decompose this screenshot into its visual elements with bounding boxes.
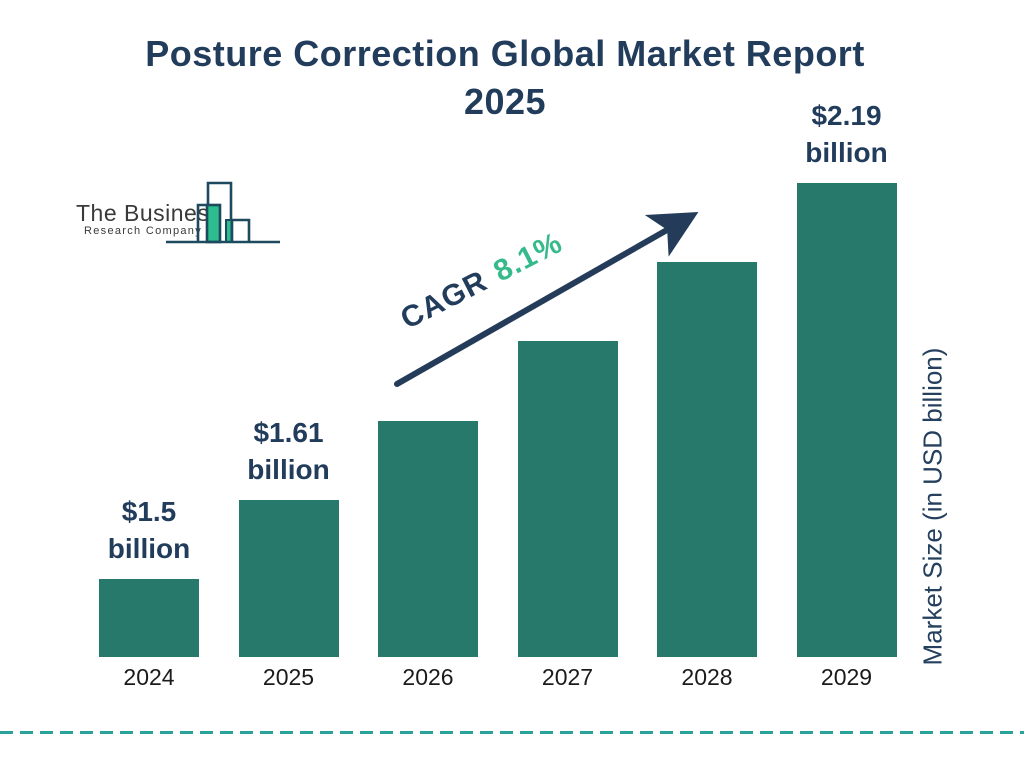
bar-value-label-2029: $2.19 billion xyxy=(805,100,888,168)
x-axis-label-2029: 2029 xyxy=(820,664,873,690)
company-logo: The Business Research Company xyxy=(64,178,294,248)
bar-2025 xyxy=(238,499,339,657)
x-axis-label-2025: 2025 xyxy=(262,664,315,690)
bar-2029 xyxy=(796,183,897,657)
logo-subname: Research Company xyxy=(84,225,203,237)
page-title-line1: Posture Correction Global Market Report xyxy=(145,33,865,74)
bar-2026 xyxy=(378,420,478,657)
page-title-line2: 2025 xyxy=(463,81,547,122)
x-axis-label-2027: 2027 xyxy=(541,664,594,690)
bottom-dashed-line xyxy=(0,731,1024,734)
bar-value-label-2024: $1.5 billion xyxy=(107,496,191,564)
x-axis-label-2028: 2028 xyxy=(681,664,733,690)
bar-2027 xyxy=(517,341,618,657)
page-title: Posture Correction Global Market Report … xyxy=(0,30,1010,126)
logo-bar-chart-icon xyxy=(166,181,280,244)
x-axis-label-2024: 2024 xyxy=(123,664,175,690)
y-axis-label: Market Size (in USD billion) xyxy=(917,347,948,666)
bar-2024 xyxy=(99,579,199,657)
bar-value-label-2025: $1.61 billion xyxy=(247,416,330,485)
x-axis-label-2026: 2026 xyxy=(402,664,454,690)
bar-2028 xyxy=(657,262,757,657)
